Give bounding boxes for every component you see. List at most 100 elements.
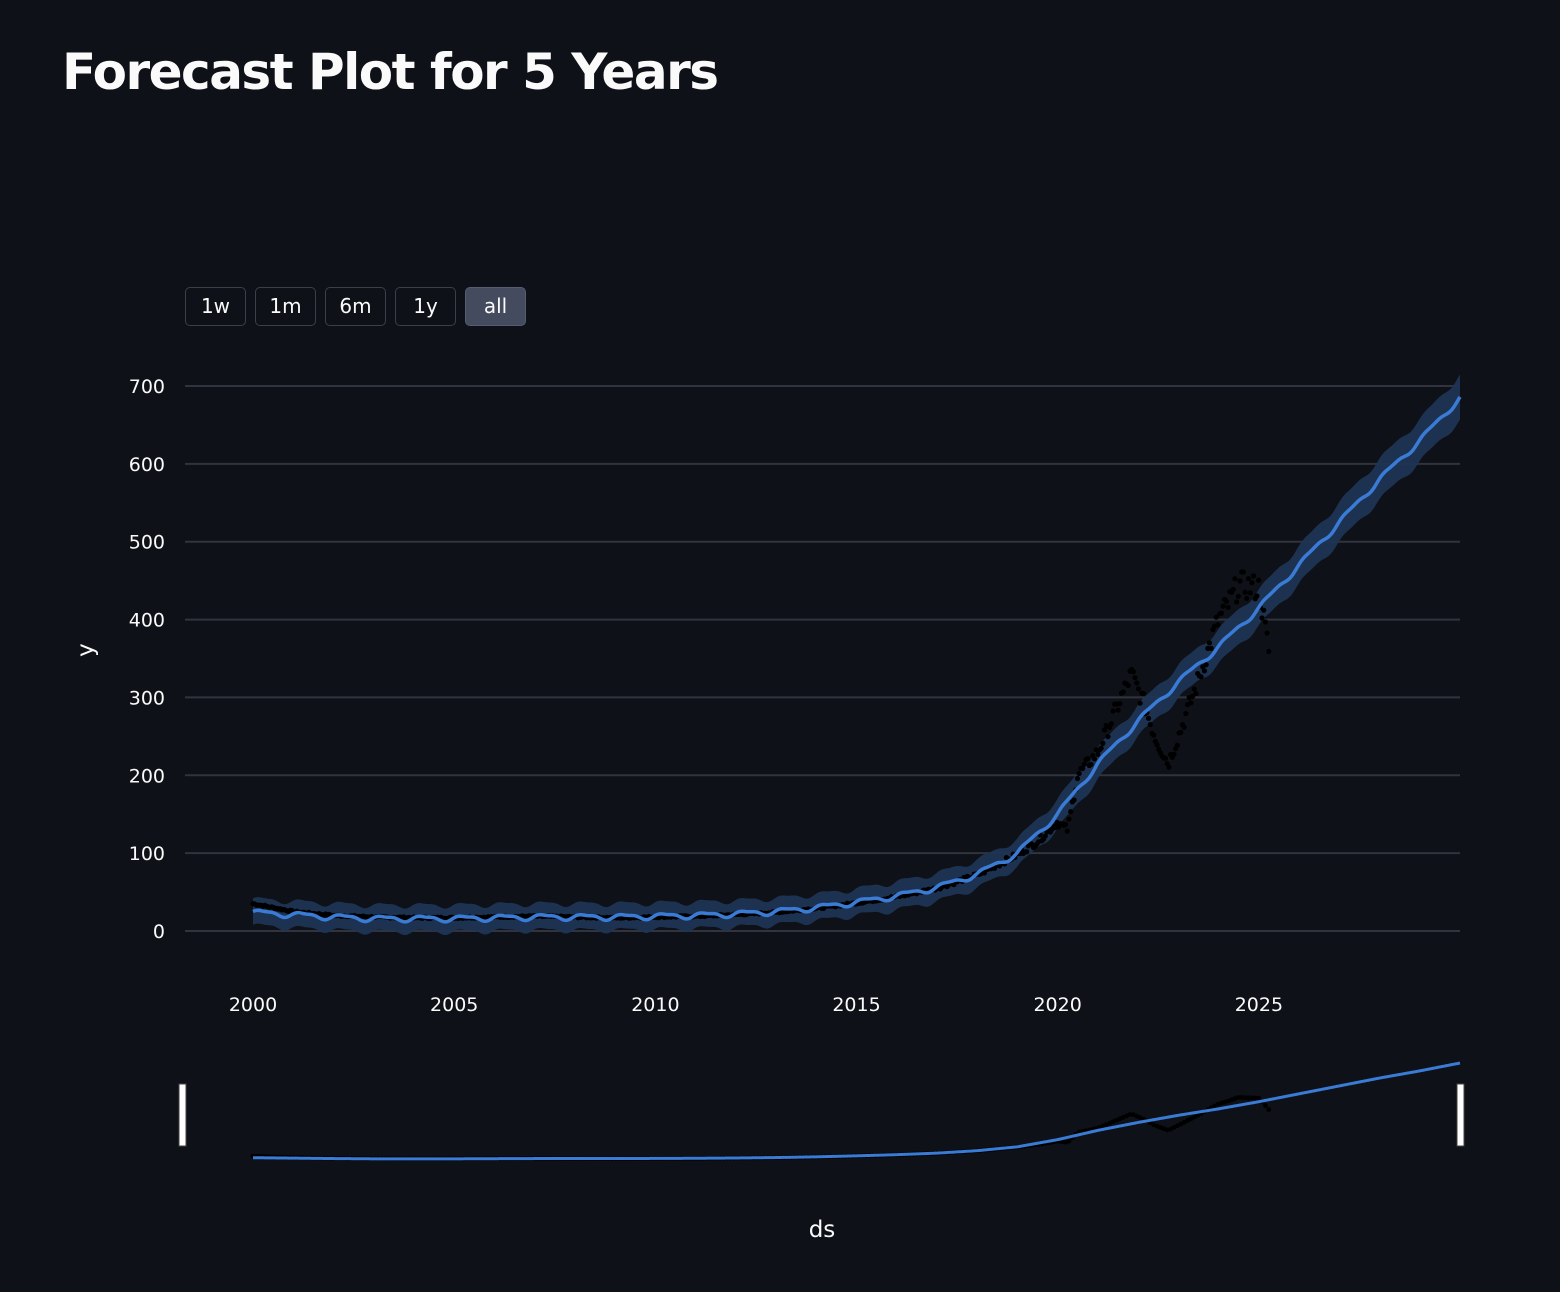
y-tick-600: 600 [129,454,165,476]
actual-point [1079,765,1086,772]
range-slider[interactable] [178,1061,1465,1162]
actual-point [1068,809,1074,815]
actual-point [1108,721,1114,727]
actual-point [1154,742,1160,748]
actual-point [1140,690,1147,697]
forecast-line [252,395,1462,924]
actual-point [1091,756,1098,762]
actual-point [1098,745,1104,751]
actual-point [1066,816,1072,822]
y-tick-500: 500 [129,532,165,554]
y-tick-700: 700 [129,376,165,398]
actual-point [1206,640,1213,646]
actual-point [1234,599,1240,605]
actual-point [1110,708,1116,714]
actual-point [1088,761,1094,767]
actual-point [1215,622,1221,628]
page-title: Forecast Plot for 5 Years [62,43,719,101]
actual-point [1171,751,1177,758]
actual-point [1085,755,1091,762]
y-axis-title: y [73,643,99,657]
actual-point [1162,755,1169,761]
actual-point [1063,821,1069,828]
slider-forecast-line [252,1061,1461,1161]
x-tick-2015: 2015 [832,994,880,1016]
actual-point [1132,675,1138,681]
actual-point [1134,680,1140,686]
actual-point [1261,607,1267,613]
actual-point [1203,662,1209,668]
actual-point [1174,742,1180,748]
actual-point [1135,686,1142,692]
actual-point [1076,770,1082,777]
slider-actual-point [1252,1095,1258,1101]
actual-point [1100,740,1106,746]
actual-point [1244,595,1250,601]
x-tick-2005: 2005 [430,994,478,1016]
slider-handle-right[interactable] [1456,1083,1465,1147]
actual-point [1042,833,1048,839]
x-tick-2025: 2025 [1235,994,1283,1016]
actual-point [1225,604,1231,610]
y-tick-200: 200 [129,765,165,787]
actual-point [1024,849,1030,855]
slider-actual-point [1262,1103,1268,1109]
actual-point [1166,764,1172,770]
actual-point [1259,615,1265,621]
actual-point [1178,729,1184,735]
actual-point [1151,732,1157,738]
range-button-1w[interactable]: 1w [185,287,246,326]
actual-point [1223,598,1230,605]
range-button-1m[interactable]: 1m [255,287,316,326]
actual-point [1115,707,1121,713]
actual-point [1264,630,1270,636]
actual-point [1242,589,1248,595]
y-tick-0: 0 [153,921,165,943]
y-axis-ticks: 0 100 200 300 400 500 600 700 [129,376,165,943]
slider-actual-point [1066,1138,1072,1144]
actual-point [1105,733,1111,740]
actual-point [1107,724,1113,731]
y-tick-400: 400 [129,610,165,632]
actual-point [1250,573,1257,579]
actual-point [1130,669,1136,675]
range-button-1y[interactable]: 1y [395,287,456,326]
actual-point [1147,721,1153,728]
range-button-6m[interactable]: 6m [325,287,386,326]
actual-point [1256,577,1262,583]
actual-point [1125,682,1131,689]
slider-actual-point [1256,1095,1262,1101]
y-tick-100: 100 [129,843,165,865]
x-tick-2020: 2020 [1033,994,1081,1016]
actual-point [1208,645,1214,652]
uncertainty-band-area [253,374,1460,936]
forecast-line-path [252,395,1462,924]
actual-point [1213,614,1219,620]
slider-actual-point [1246,1095,1251,1101]
actual-point [1117,701,1123,707]
actual-point [1235,593,1241,599]
actual-point [1188,700,1194,706]
slider-handle-left[interactable] [178,1083,187,1147]
slider-actual-point [1235,1095,1241,1100]
x-axis-ticks: 2000 2005 2010 2015 2020 2025 [229,994,1283,1016]
actual-point [1218,610,1224,616]
actual-point [1249,579,1255,586]
range-selector: 1w 1m 6m 1y all [185,287,526,326]
actual-point [1230,586,1236,593]
actual-point [1120,689,1126,695]
actual-point [1247,590,1253,596]
y-tick-300: 300 [129,687,165,709]
actual-point [1262,619,1268,625]
actual-point [1181,724,1187,730]
range-button-all[interactable]: all [465,287,526,326]
actual-point [1071,797,1077,803]
actual-point [1191,686,1197,692]
uncertainty-band [253,374,1460,936]
actual-point [1237,578,1243,584]
actual-point [1074,775,1081,782]
actual-point [1137,700,1143,706]
actual-point [1193,690,1199,697]
